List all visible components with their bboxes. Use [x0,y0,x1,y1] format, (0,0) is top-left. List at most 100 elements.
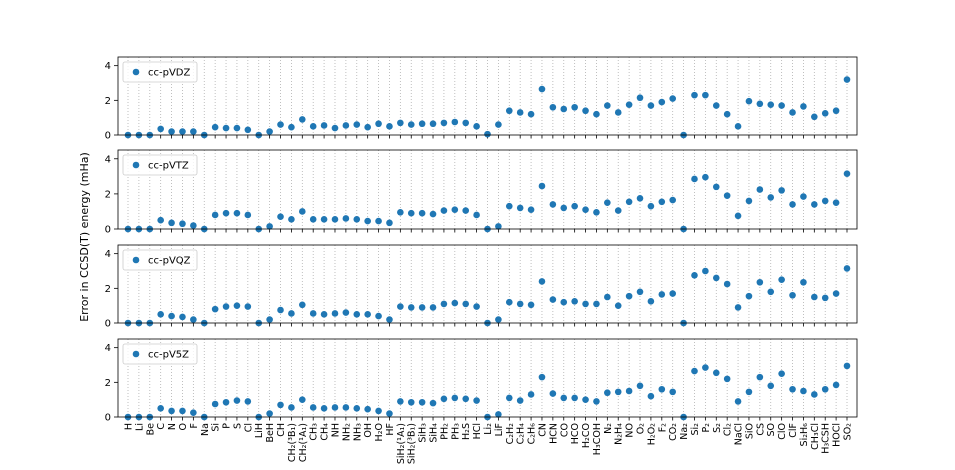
point [429,304,437,311]
point [505,202,513,210]
point [549,296,557,303]
point [244,126,252,134]
point [331,216,339,223]
point [407,121,415,128]
x-tick-label: C₂H₂ [505,423,516,445]
point [767,194,775,201]
point [353,216,361,223]
point [636,382,644,390]
point [451,394,459,402]
point [647,392,655,400]
point [375,120,382,128]
x-tick-label: Be [145,423,156,436]
point [320,311,328,318]
point [222,398,230,406]
point [375,312,382,320]
point [832,107,840,115]
x-tick-label: CO₂ [668,423,679,441]
point [723,110,731,118]
point [527,391,535,398]
point [625,101,633,108]
x-tick-label: PH₃ [450,423,461,440]
point [299,116,306,123]
y-tick-label: 4 [105,154,111,165]
x-tick-label: CH₄ [320,423,331,441]
point [168,128,175,135]
x-tick-label: S₂ [712,423,723,433]
point [168,407,175,415]
point [712,369,720,377]
point [604,102,611,109]
point [179,220,186,228]
point [397,119,404,127]
x-tick-label: ClO [777,423,788,440]
point [462,119,470,127]
point [778,187,785,194]
point [309,123,317,130]
point [299,301,306,309]
point [734,123,742,130]
point [702,173,709,181]
point [604,293,611,301]
x-tick-label: Li₂ [483,423,494,435]
point [473,211,480,219]
y-axis-label: Error in CCSD(T) energy (mHa) [78,152,91,322]
x-tick-label: SiH₂(¹A₁) [396,423,407,464]
point [505,298,513,306]
legend-label: cc-pVDZ [148,68,190,79]
y-tick-label: 2 [105,96,111,107]
point [288,310,295,317]
y-tick-label: 2 [105,189,111,200]
point [723,280,731,288]
x-tick-label: HOCl [832,423,843,447]
point [691,91,698,99]
point [418,209,426,217]
point [756,186,764,193]
point [320,405,328,412]
point [832,290,840,297]
x-tick-label: BeH [265,423,276,443]
point [516,300,524,308]
legend-label: cc-pVTZ [148,161,189,172]
point [397,209,404,216]
point [647,202,655,210]
point [538,182,546,190]
x-tick-label: HCO [570,423,581,444]
x-tick-label: OH [363,423,374,438]
point [582,396,589,403]
point [593,209,600,216]
point [451,118,459,126]
point [179,407,186,415]
point [168,219,175,227]
point [614,388,622,396]
point [811,113,818,121]
legend-label: cc-pVQZ [148,256,191,267]
point [800,278,807,286]
x-tick-label: HCl [472,423,483,439]
point [527,301,535,309]
point [647,102,655,109]
legend-box [122,61,198,83]
point [331,310,339,317]
y-tick-label: 4 [105,61,111,72]
point [516,397,524,404]
x-tick-label: P [222,423,233,429]
x-tick-label: Na₂ [679,423,690,440]
legend-marker [132,161,140,169]
y-tick-label: 0 [105,225,111,236]
x-tick-label: C₂H₆ [527,423,538,445]
x-tick-label: N [167,423,178,430]
point [375,217,382,225]
point [211,211,219,219]
point [571,202,578,210]
x-tick-label: H₂O₂ [646,423,657,445]
point [418,398,426,406]
legend-label: cc-pV5Z [148,350,189,361]
point [712,102,720,109]
y-tick-label: 4 [105,343,111,354]
point [222,303,230,310]
point [386,123,393,130]
point [331,404,339,411]
point [451,299,459,307]
